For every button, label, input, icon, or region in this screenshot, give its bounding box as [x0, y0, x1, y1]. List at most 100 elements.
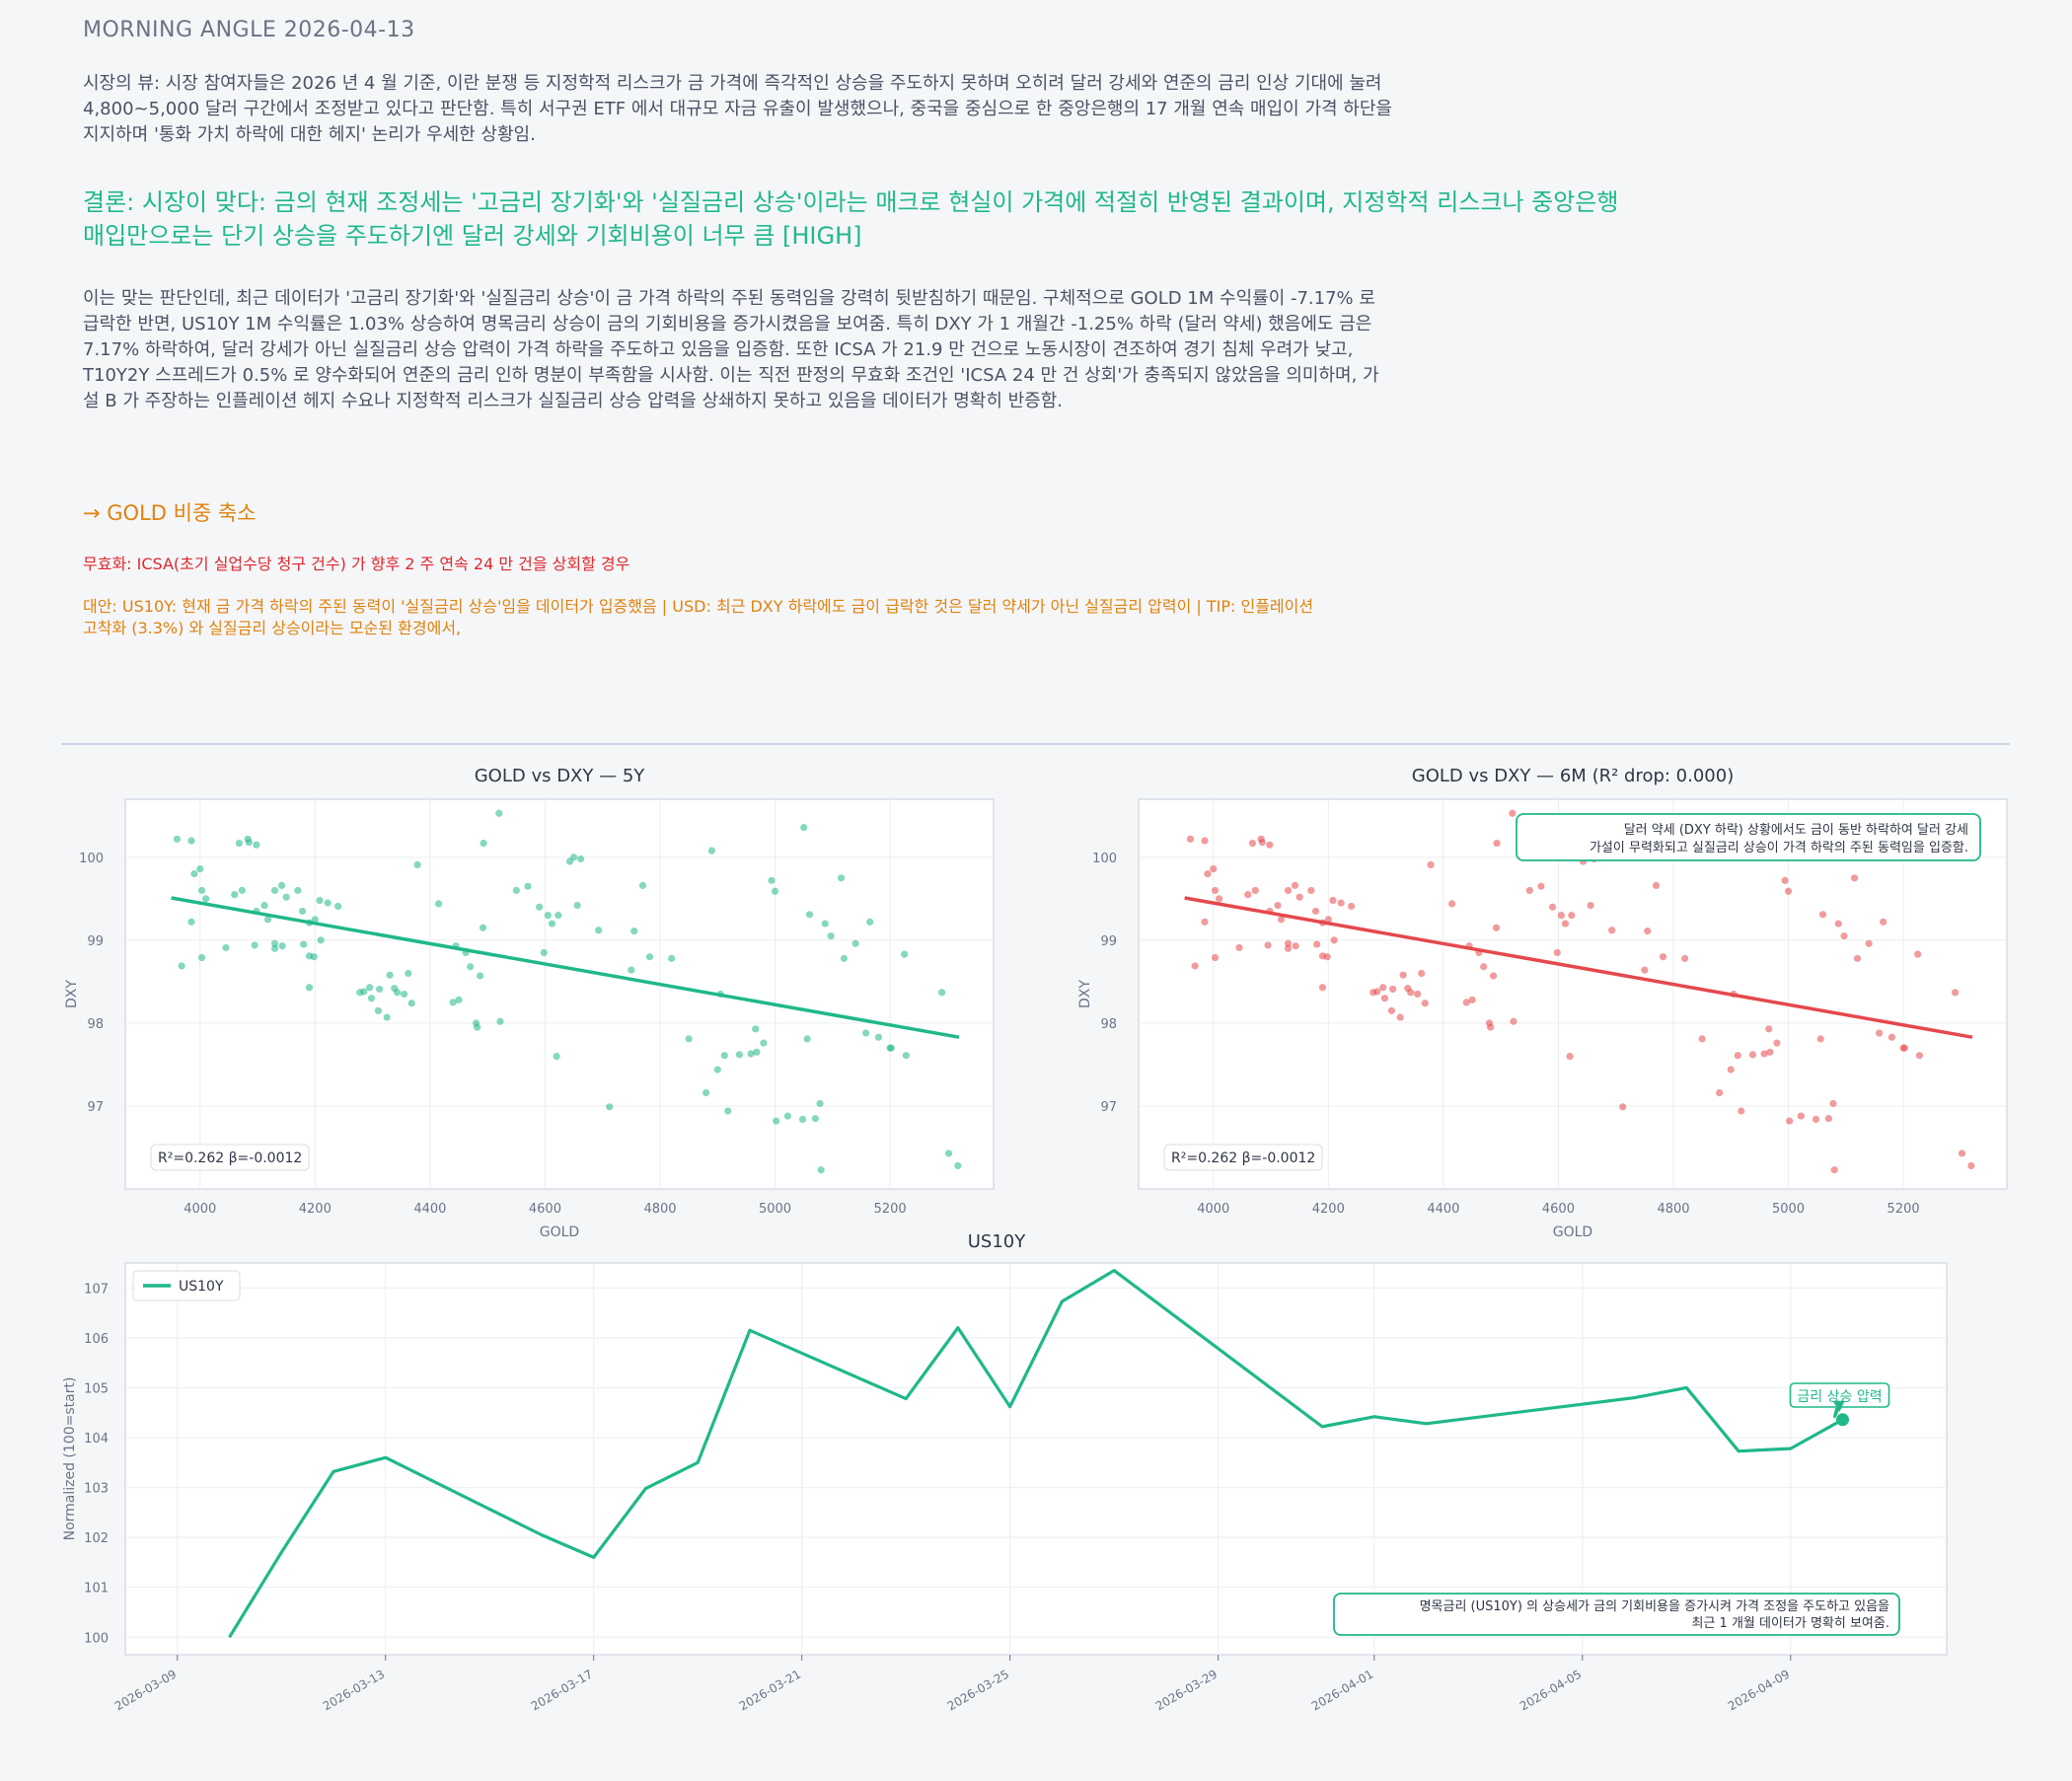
scatter-point — [902, 1052, 911, 1060]
scatter-point — [1553, 948, 1561, 957]
scatter-point — [251, 941, 259, 949]
scatter-point — [1211, 953, 1220, 962]
scatter-point — [1900, 1044, 1908, 1052]
scatter-point — [555, 912, 562, 920]
scatter-point — [435, 900, 443, 908]
scatter-point — [1781, 876, 1789, 884]
x-tick-label: 2026-04-05 — [1517, 1667, 1584, 1713]
scatter-point — [576, 854, 585, 863]
scatter-point — [187, 837, 195, 845]
y-tick-label: 98 — [87, 1017, 104, 1032]
scatter-point — [1307, 886, 1315, 895]
scatter-point — [1644, 928, 1652, 935]
scatter-point — [724, 1107, 732, 1115]
scatter-point — [201, 895, 210, 903]
chart-title: GOLD vs DXY — 5Y — [475, 766, 646, 786]
stats-label: R²=0.262 β=-0.0012 — [1171, 1150, 1315, 1166]
scatter-point — [1786, 1117, 1794, 1125]
x-axis-label: GOLD — [1553, 1224, 1592, 1240]
y-tick-label: 106 — [84, 1332, 109, 1347]
x-tick-label: 2026-03-21 — [737, 1667, 803, 1713]
x-tick-label: 2026-03-25 — [945, 1667, 1011, 1713]
scatter-point — [1951, 989, 1960, 997]
scatter-point — [937, 989, 946, 997]
y-axis-label: DXY — [1077, 980, 1093, 1008]
scatter-point — [1448, 900, 1456, 908]
scatter-point — [413, 860, 421, 868]
scatter-point — [480, 839, 487, 848]
scatter-point — [316, 896, 324, 905]
legend-label: US10Y — [179, 1279, 224, 1295]
report-title: MORNING ANGLE 2026-04-13 — [83, 18, 415, 42]
scatter-point — [1493, 839, 1501, 848]
plot-area — [124, 798, 995, 1190]
scatter-point — [334, 902, 342, 911]
scatter-point — [1266, 841, 1274, 849]
scatter-point — [1215, 895, 1223, 903]
scatter-point — [1329, 896, 1337, 905]
x-tick-label: 4600 — [1542, 1202, 1575, 1217]
x-tick-label: 4200 — [299, 1202, 332, 1217]
y-tick-label: 99 — [87, 934, 104, 949]
scatter-point — [768, 876, 776, 884]
scatter-point — [1876, 1029, 1884, 1037]
scatter-point — [851, 939, 859, 947]
scatter-point — [1738, 1107, 1745, 1115]
scatter-point — [668, 954, 676, 962]
scatter-point — [1830, 1166, 1838, 1174]
scatter-point — [887, 1044, 895, 1052]
chart-title: US10Y — [968, 1231, 1027, 1252]
alternatives-text: 대안: US10Y: 현재 금 가격 하락의 주된 동력이 '실질금리 상승'임… — [83, 597, 1314, 637]
scatter-point — [263, 916, 272, 924]
gold-dxy-5y-chart: GOLD vs DXY — 5Y 4000 4200 4400 4600 4800 5000… — [64, 766, 995, 1240]
stats-box — [1163, 1144, 1323, 1171]
scatter-point — [805, 911, 814, 919]
scatter-point — [703, 1088, 710, 1097]
scatter-point — [827, 932, 835, 940]
chart-title: GOLD vs DXY — 6M (R² drop: 0.000) — [1412, 766, 1735, 786]
scatter-point — [300, 940, 308, 948]
marker-arrowhead — [1832, 1400, 1845, 1412]
scatter-point — [595, 927, 603, 934]
scatter-point — [260, 901, 268, 910]
scatter-point — [476, 972, 484, 980]
scatter-point — [197, 953, 206, 962]
gold-dxy-6m-chart: GOLD vs DXY — 6M (R² drop: 0.000) 4000 420… — [1077, 766, 2008, 1240]
scatter-point — [1784, 887, 1793, 895]
scatter-point — [1480, 963, 1488, 971]
scatter-point — [798, 1115, 807, 1124]
x-tick-label: 4000 — [184, 1202, 216, 1217]
scatter-point — [324, 899, 332, 907]
scatter-point — [375, 985, 384, 994]
scatter-point — [190, 870, 198, 878]
scatter-point — [707, 847, 716, 854]
scatter-point — [1235, 943, 1243, 952]
scatter-point — [311, 916, 319, 924]
x-axis-label: GOLD — [540, 1224, 579, 1240]
scatter-point — [874, 1033, 883, 1041]
scatter-point — [1210, 864, 1218, 873]
scatter-point — [173, 835, 182, 843]
conclusion-text: 결론: 시장이 맞다: 금의 현재 조정세는 '고금리 장기화'와 '실질금리 … — [83, 188, 1619, 250]
scatter-point — [1557, 912, 1565, 920]
x-tick-label: 2026-03-29 — [1153, 1667, 1220, 1713]
scatter-point — [1380, 995, 1389, 1002]
stats-label: R²=0.262 β=-0.0012 — [158, 1150, 302, 1166]
y-tick-label: 100 — [1092, 852, 1117, 866]
scatter-point — [1388, 985, 1397, 994]
x-tick-label: 2026-03-09 — [112, 1667, 179, 1713]
scatter-point — [1734, 1052, 1741, 1060]
scatter-point — [1748, 1051, 1757, 1059]
legend-box — [132, 1270, 241, 1301]
scatter-point — [783, 1112, 791, 1120]
scatter-point — [512, 886, 520, 895]
scatter-point — [178, 962, 185, 970]
scatter-point — [1958, 1150, 1966, 1157]
scatter-point — [1204, 870, 1212, 878]
marker-label: 금리 상승 압력 — [1797, 1389, 1882, 1405]
scatter-point — [1829, 1099, 1837, 1108]
scatter-point — [1887, 1033, 1896, 1041]
x-tick-label: 5000 — [1772, 1202, 1805, 1217]
x-tick-label: 2026-04-01 — [1309, 1667, 1375, 1713]
scatter-point — [1773, 1039, 1781, 1047]
